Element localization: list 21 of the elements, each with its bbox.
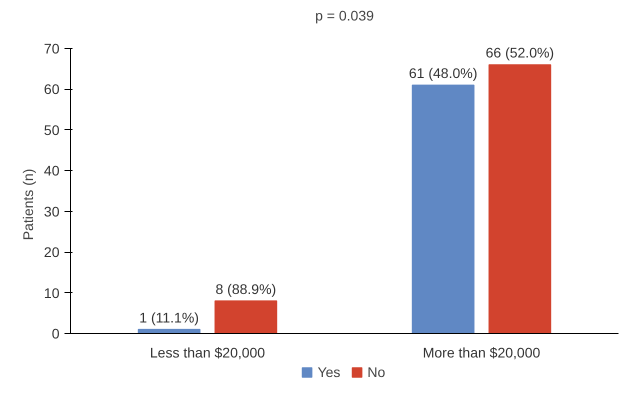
y-tick-label: 60	[44, 81, 60, 98]
data-label: 66 (52.0%)	[486, 44, 554, 61]
chart-title: p = 0.039	[315, 8, 374, 24]
legend-label: Yes	[318, 364, 340, 380]
y-tick-label: 40	[44, 162, 60, 179]
y-tick-label: 0	[52, 325, 60, 342]
y-axis-title: Patients (n)	[20, 168, 36, 240]
data-label: 1 (11.1%)	[139, 309, 199, 326]
y-tick-label: 30	[44, 203, 60, 220]
bar	[488, 64, 552, 334]
data-label: 61 (48.0%)	[408, 65, 478, 82]
legend-label: No	[367, 364, 386, 380]
bar	[412, 84, 474, 334]
y-tick-label: 10	[44, 284, 60, 301]
x-tick-label: Less than $20,000	[150, 344, 266, 360]
x-tick-label: More than $20,000	[422, 344, 540, 360]
data-label: 8 (88.9%)	[216, 280, 276, 297]
bar	[214, 300, 278, 334]
y-tick-label: 20	[44, 244, 60, 260]
y-tick-label: 50	[44, 122, 60, 138]
y-tick-label: 70	[44, 40, 60, 56]
